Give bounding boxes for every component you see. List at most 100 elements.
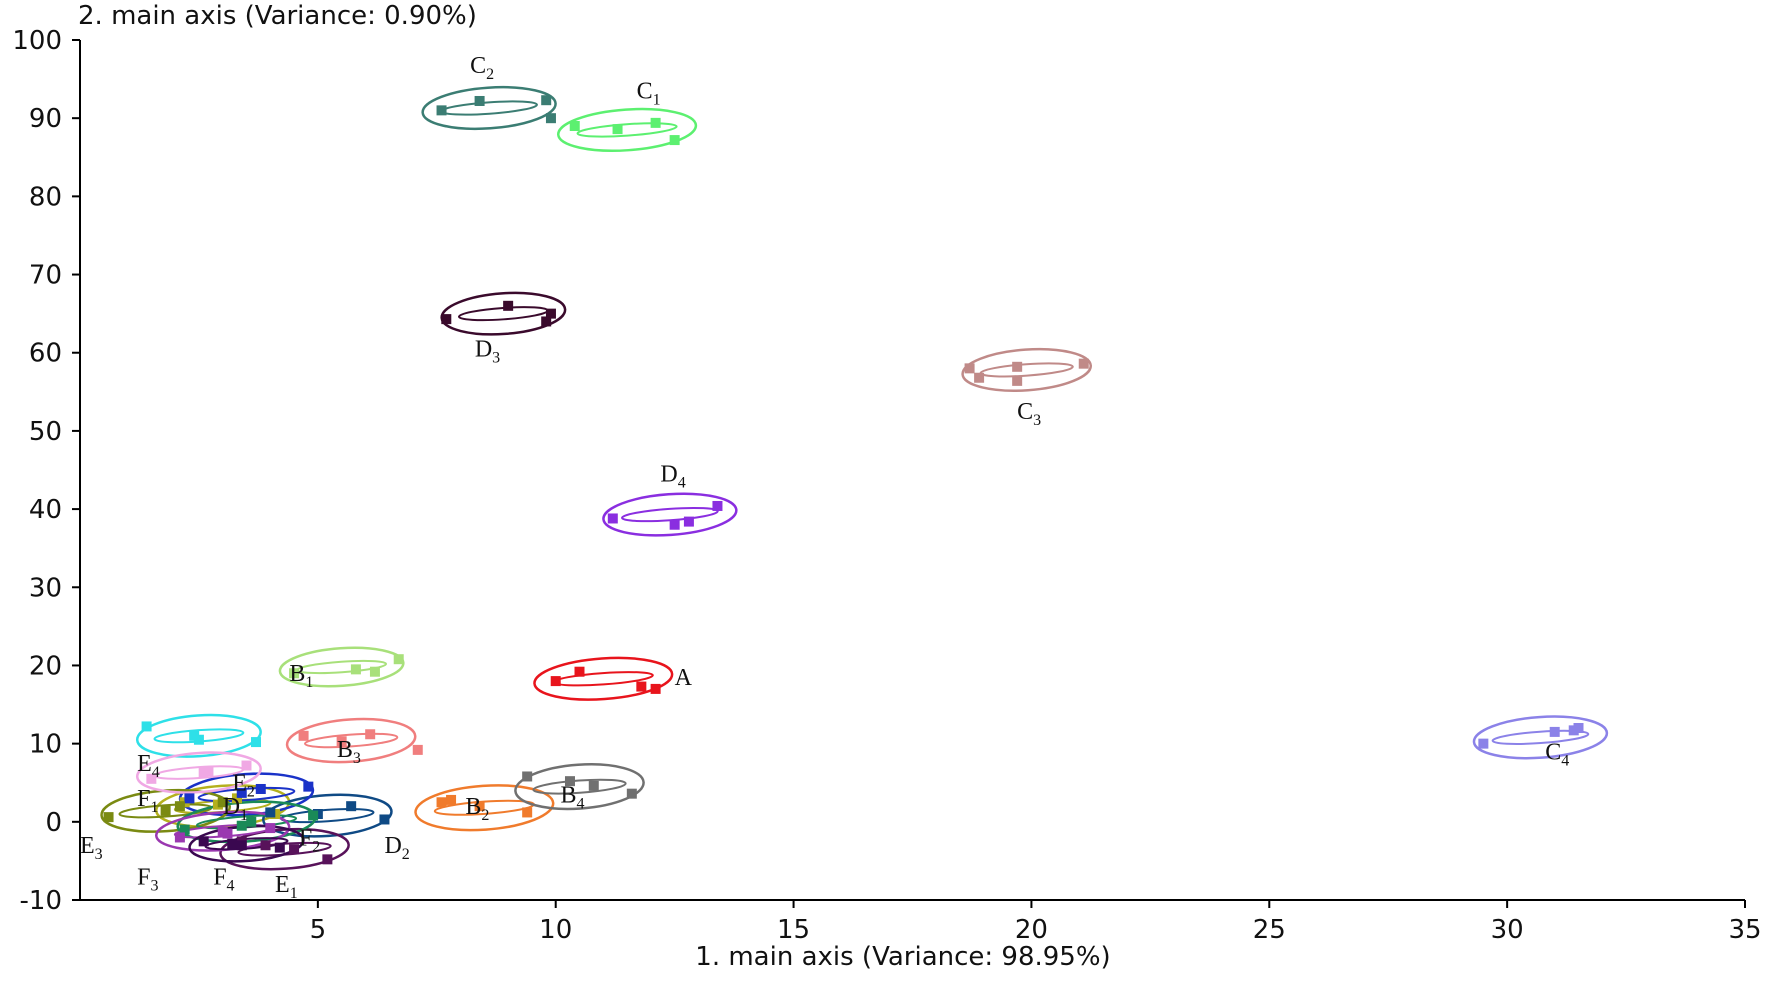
point-a: [550, 676, 561, 687]
label-c2: C2: [470, 53, 494, 83]
point-e4: [189, 730, 200, 741]
ellipse-e1: [219, 827, 350, 871]
y-axis-title: 2. main axis (Variance: 0.90%): [78, 1, 477, 31]
point-d3: [545, 308, 556, 319]
label-e3: E3: [80, 833, 103, 863]
point-f4: [274, 842, 285, 853]
point-d4: [683, 516, 694, 527]
label-f1: F1: [137, 786, 158, 816]
point-b2: [522, 807, 533, 818]
point-c2: [474, 95, 485, 106]
y-tick-label: 80: [29, 182, 62, 212]
point-c4: [1478, 738, 1489, 749]
y-tick-label: 30: [29, 573, 62, 603]
point-d2: [265, 807, 276, 818]
y-tick-label: 40: [29, 495, 62, 525]
point-f2: [308, 810, 319, 821]
ellipse-f1: [135, 751, 262, 794]
ellipse-c3: [961, 347, 1093, 392]
label-d3: D3: [475, 337, 500, 367]
x-tick-label: 35: [1728, 915, 1761, 945]
label-f3: F3: [137, 864, 158, 894]
label-b4: B4: [560, 782, 584, 812]
label-c4: C4: [1545, 739, 1569, 769]
point-f3: [217, 826, 228, 837]
x-tick-label: 10: [539, 915, 572, 945]
point-c2: [541, 95, 552, 106]
point-b3: [336, 736, 347, 747]
point-d3: [503, 300, 514, 311]
group-labels: A B1 B2 B3 B4 C1 C2 C3 C4 D1 D2 D3 D4 E1 E2 E3 E4 F1 F2 F3 F…: [80, 53, 1569, 902]
point-e2: [236, 787, 247, 798]
label-f2: F2: [299, 825, 320, 855]
point-b4: [522, 771, 533, 782]
x-tick-label: 30: [1491, 915, 1524, 945]
y-tick-label: -10: [20, 886, 62, 916]
point-f2: [179, 824, 190, 835]
label-b1: B1: [289, 661, 313, 691]
point-a: [650, 683, 661, 694]
point-f2: [246, 816, 257, 827]
point-c1: [650, 117, 661, 128]
point-d3: [441, 314, 452, 325]
point-e2: [303, 781, 314, 792]
point-c1: [612, 124, 623, 135]
inner-ellipse-c1: [576, 122, 678, 138]
point-e3: [160, 805, 171, 816]
label-c1: C1: [637, 79, 661, 109]
point-f1: [198, 767, 209, 778]
y-tick-label: 50: [29, 417, 62, 447]
x-axis-title: 1. main axis (Variance: 98.95%): [695, 942, 1110, 972]
label-a: A: [675, 665, 693, 691]
point-e3: [103, 812, 114, 823]
point-f3: [265, 823, 276, 834]
point-c2: [436, 105, 447, 116]
ellipse-b3: [285, 717, 417, 764]
label-f4: F4: [213, 864, 234, 894]
point-f4: [227, 838, 238, 849]
y-tick-label: 10: [29, 730, 62, 760]
point-f3: [174, 832, 185, 843]
label-d1: D1: [223, 794, 248, 824]
point-b4: [626, 788, 637, 799]
point-e2: [184, 793, 195, 804]
data-points: [103, 95, 1584, 865]
x-tick-label: 15: [777, 915, 810, 945]
point-b1: [393, 654, 404, 665]
ellipse-c1: [556, 107, 698, 152]
label-b2: B2: [465, 794, 489, 824]
x-tick-label: 20: [1015, 915, 1048, 945]
x-tick-label: 5: [310, 915, 327, 945]
ellipse-d2: [262, 793, 393, 838]
label-e1: E1: [275, 872, 298, 902]
point-c1: [569, 121, 580, 131]
y-tick-label: 60: [29, 339, 62, 369]
point-e1: [260, 840, 271, 851]
point-f4: [236, 840, 247, 851]
point-b1: [289, 668, 300, 679]
label-e2: E2: [232, 771, 255, 801]
inner-ellipse-d2: [280, 808, 375, 824]
point-d1: [231, 793, 242, 804]
ellipse-c2: [421, 85, 557, 131]
y-tick-label: 100: [12, 26, 62, 56]
ellipse-e4: [135, 713, 262, 758]
point-c3: [1012, 361, 1023, 372]
point-c3: [1012, 375, 1023, 386]
axes: -10 0 10 20 30 40 50 60 70 80 90 100 5 10 15 20 25 30 35: [12, 26, 1761, 945]
label-d2: D2: [384, 833, 409, 863]
point-c3: [974, 372, 985, 383]
point-f2: [236, 820, 247, 831]
point-e3: [174, 801, 185, 812]
point-b1: [369, 666, 380, 677]
point-e2: [255, 783, 266, 794]
point-c3: [1078, 358, 1089, 369]
ellipse-b4: [514, 763, 645, 811]
inner-ellipse-c3: [979, 362, 1074, 378]
point-f4: [198, 836, 209, 847]
inner-ellipse-b4: [532, 778, 627, 795]
point-d4: [669, 519, 680, 530]
confidence-ellipses: [100, 85, 1609, 871]
label-b3: B3: [337, 737, 361, 767]
